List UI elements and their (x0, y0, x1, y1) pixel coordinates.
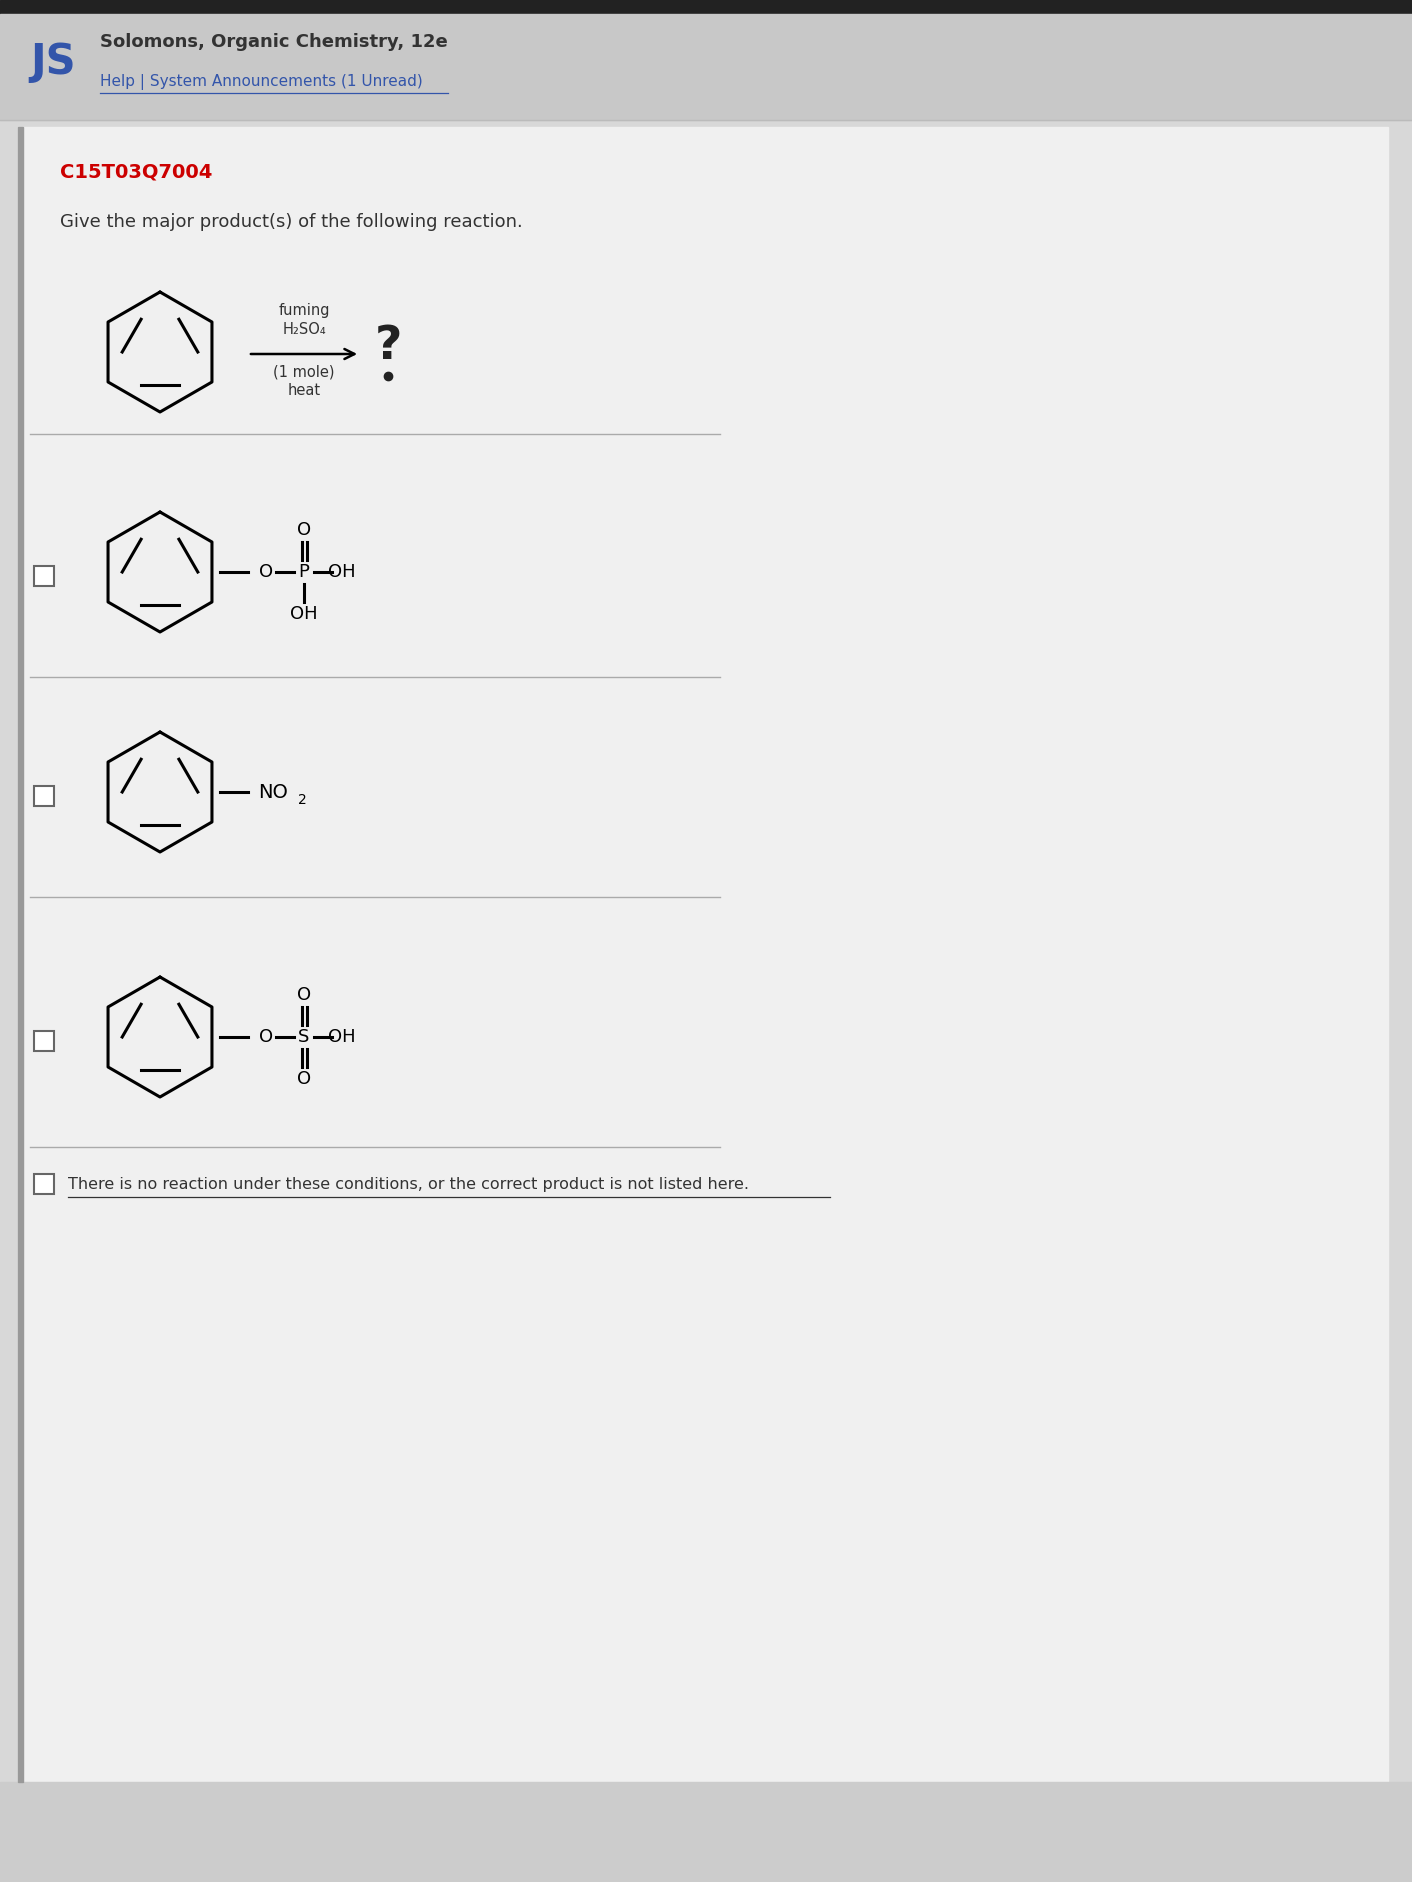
Text: O: O (258, 563, 273, 582)
Text: JS: JS (30, 41, 76, 83)
Text: S: S (298, 1028, 309, 1046)
Text: fuming: fuming (278, 303, 330, 318)
Text: OH: OH (328, 563, 356, 582)
Bar (0, 0, 1412, 13)
Text: H₂SO₄: H₂SO₄ (282, 322, 326, 337)
Text: O: O (297, 521, 311, 538)
FancyBboxPatch shape (34, 566, 54, 585)
FancyBboxPatch shape (34, 787, 54, 805)
Text: ?: ? (374, 324, 402, 369)
Text: 2: 2 (298, 792, 306, 807)
FancyBboxPatch shape (34, 1031, 54, 1050)
Text: C15T03Q7004: C15T03Q7004 (59, 162, 212, 181)
Text: Solomons, Organic Chemistry, 12e: Solomons, Organic Chemistry, 12e (100, 34, 448, 51)
Bar (18, 126, 1388, 1782)
Text: (1 mole): (1 mole) (274, 365, 335, 380)
Text: There is no reaction under these conditions, or the correct product is not liste: There is no reaction under these conditi… (68, 1176, 748, 1191)
Bar (18, 126, 23, 1782)
Text: OH: OH (291, 604, 318, 623)
Text: Help | System Announcements (1 Unread): Help | System Announcements (1 Unread) (100, 73, 422, 90)
Text: Give the major product(s) of the following reaction.: Give the major product(s) of the followi… (59, 213, 522, 231)
Text: O: O (297, 986, 311, 1003)
Text: O: O (297, 1071, 311, 1088)
Text: P: P (298, 563, 309, 582)
Text: heat: heat (288, 382, 321, 397)
Bar (0, 1782, 1412, 1882)
Text: O: O (258, 1028, 273, 1046)
Text: NO: NO (258, 783, 288, 802)
Text: OH: OH (328, 1028, 356, 1046)
Bar (0, 13, 1412, 120)
FancyBboxPatch shape (34, 1174, 54, 1193)
